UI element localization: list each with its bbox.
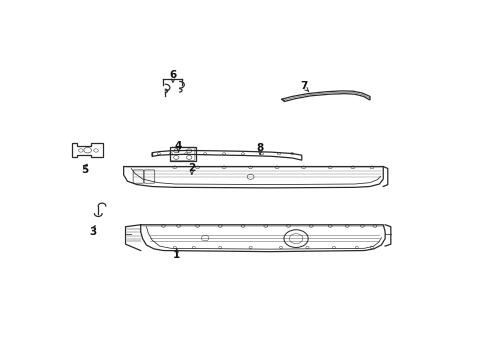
Bar xyxy=(169,147,195,161)
Text: 2: 2 xyxy=(188,163,195,174)
Text: 5: 5 xyxy=(81,165,88,175)
Text: 4: 4 xyxy=(175,141,182,151)
Text: 1: 1 xyxy=(173,250,180,260)
Text: 3: 3 xyxy=(89,227,97,237)
Text: 8: 8 xyxy=(256,143,263,153)
Text: 7: 7 xyxy=(299,81,307,91)
Text: 6: 6 xyxy=(169,70,176,80)
